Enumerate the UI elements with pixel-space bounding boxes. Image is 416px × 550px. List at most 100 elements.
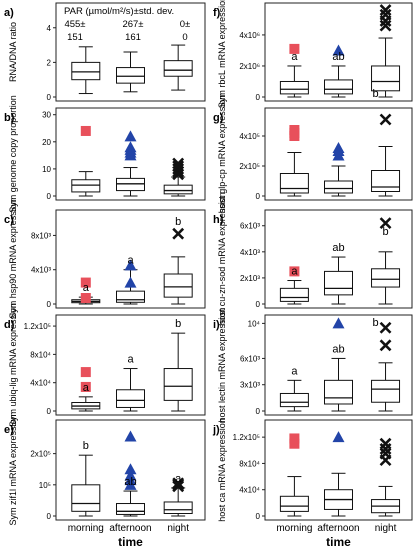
significance-letter: b (175, 216, 181, 228)
panel-g: g)host glp-cp mRNA expression 0 2x10⁵ 4x10⁵ (213, 95, 413, 214)
iqr-box (71, 484, 101, 512)
iqr-box (371, 268, 401, 288)
panel-frame (264, 314, 413, 416)
panel-label: g) (213, 112, 224, 124)
iqr-box (163, 501, 193, 515)
iqr-box (163, 60, 193, 77)
box-night (163, 44, 193, 91)
outlier-marker (332, 142, 345, 153)
y-tick-label: 6x10³ (240, 222, 260, 231)
significance-letter: ab (332, 51, 344, 63)
outlier-marker (332, 431, 345, 443)
outlier-marker (124, 469, 137, 481)
y-tick-label: 10 (42, 165, 51, 174)
y-axis-label: Sym rbcL mRNA expression (217, 0, 227, 108)
box-night: b (371, 4, 401, 100)
significance-letter: a (127, 354, 134, 366)
box-afternoon: ab (324, 242, 353, 305)
box-afternoon: a (116, 255, 145, 305)
box-night: b (163, 216, 193, 305)
outlier-marker (80, 277, 91, 288)
par-std: 161 (125, 32, 141, 43)
box-night: a (163, 473, 193, 517)
box-afternoon: ab (324, 44, 353, 98)
outlier-marker (379, 437, 392, 450)
box-morning: a (279, 266, 309, 305)
box-morning: a (71, 277, 101, 305)
box-night (163, 157, 193, 197)
significance-letter: b (372, 317, 378, 329)
panel-frame (264, 419, 413, 521)
outlier-marker (80, 125, 91, 136)
iqr-box (116, 67, 145, 84)
iqr-box (71, 61, 101, 81)
iqr-box (163, 273, 193, 298)
iqr-box (324, 379, 353, 405)
significance-letter: a (83, 282, 90, 294)
box-night: b (163, 318, 193, 412)
iqr-box (116, 177, 145, 192)
box-afternoon: ab (324, 317, 353, 412)
y-axis-label: host glp-cp mRNA expression (217, 95, 227, 214)
y-tick-label: 0 (47, 300, 52, 309)
iqr-box (371, 170, 401, 192)
iqr-box (279, 287, 309, 302)
box-night: b (371, 217, 401, 305)
outlier-marker (80, 293, 91, 303)
panel-d: d)Sym ubiq-lig mRNA expression 0 4x10⁴ 8x10… (4, 303, 206, 427)
y-tick-label: 0 (256, 192, 261, 201)
outlier-marker (289, 433, 300, 444)
outlier-marker (124, 430, 137, 442)
box-morning: a (279, 43, 309, 98)
outlier-marker (80, 367, 91, 378)
panel-a: a) RNA/DNA ratio 0 2 4 (4, 2, 206, 102)
outlier-marker (332, 44, 345, 56)
y-tick-label: 8x10³ (31, 231, 51, 240)
y-axis-label: host lectin mRNA expression (217, 307, 227, 422)
box-night (371, 113, 401, 197)
significance-letter: b (372, 88, 378, 100)
y-tick-label: 2x10⁵ (30, 450, 51, 459)
iqr-box (163, 368, 193, 401)
iqr-box (279, 80, 309, 95)
y-tick-label: 4x10⁴ (239, 486, 260, 495)
panel-f: f)Sym rbcL mRNA expression 0 2x10⁶ 4x10⁶ a ab… (213, 0, 413, 108)
y-tick-label: 10⁴ (248, 319, 261, 328)
x-tick-label: afternoon (317, 523, 359, 534)
box-morning (279, 125, 309, 197)
par-std: 0 (182, 32, 187, 43)
outlier-marker (289, 266, 300, 277)
box-afternoon (324, 431, 353, 517)
y-tick-label: 2x10⁵ (239, 162, 260, 171)
x-tick-label: afternoon (109, 523, 151, 534)
outlier-marker (379, 19, 392, 32)
significance-letter: a (291, 266, 298, 278)
par-header: PAR (µmol/m²/s)±std. dev. 455± 151 267± 161 0… (64, 6, 190, 43)
panel-e: e)Sym zif1l mRNA expression 0 10⁵ 2x10⁵ b ab a… (4, 414, 206, 549)
box-afternoon (116, 130, 145, 197)
y-tick-label: 10⁵ (39, 481, 51, 490)
y-axis-label: Sym ubiq-lig mRNA expression (8, 303, 18, 427)
significance-letter: b (83, 440, 89, 452)
panel-frame (264, 2, 413, 102)
outlier-marker (124, 276, 137, 288)
y-tick-label: 4x10⁶ (239, 31, 260, 40)
panel-j: j)host ca mRNA expression 0 4x10⁴ 8x10⁴ 1.2x… (212, 418, 413, 549)
significance-letter: b (175, 318, 181, 330)
y-tick-label: 3x10³ (240, 381, 260, 390)
panel-i: i)host lectin mRNA expression 0 3x10³ 6x10³… (213, 307, 413, 423)
iqr-box (371, 379, 401, 403)
panel-frame (55, 314, 206, 416)
y-tick-label: 20 (42, 138, 51, 147)
box-morning (71, 46, 101, 95)
significance-letter: a (291, 51, 298, 63)
y-tick-label: 0 (47, 407, 52, 416)
outlier-marker (124, 130, 137, 142)
x-axis-title: time (326, 535, 351, 549)
panel-label: e) (4, 424, 14, 436)
y-axis-label: RNA/DNA ratio (8, 22, 18, 82)
outlier-marker (289, 125, 300, 135)
y-tick-label: 0 (256, 93, 261, 102)
box-afternoon: ab (116, 430, 145, 517)
